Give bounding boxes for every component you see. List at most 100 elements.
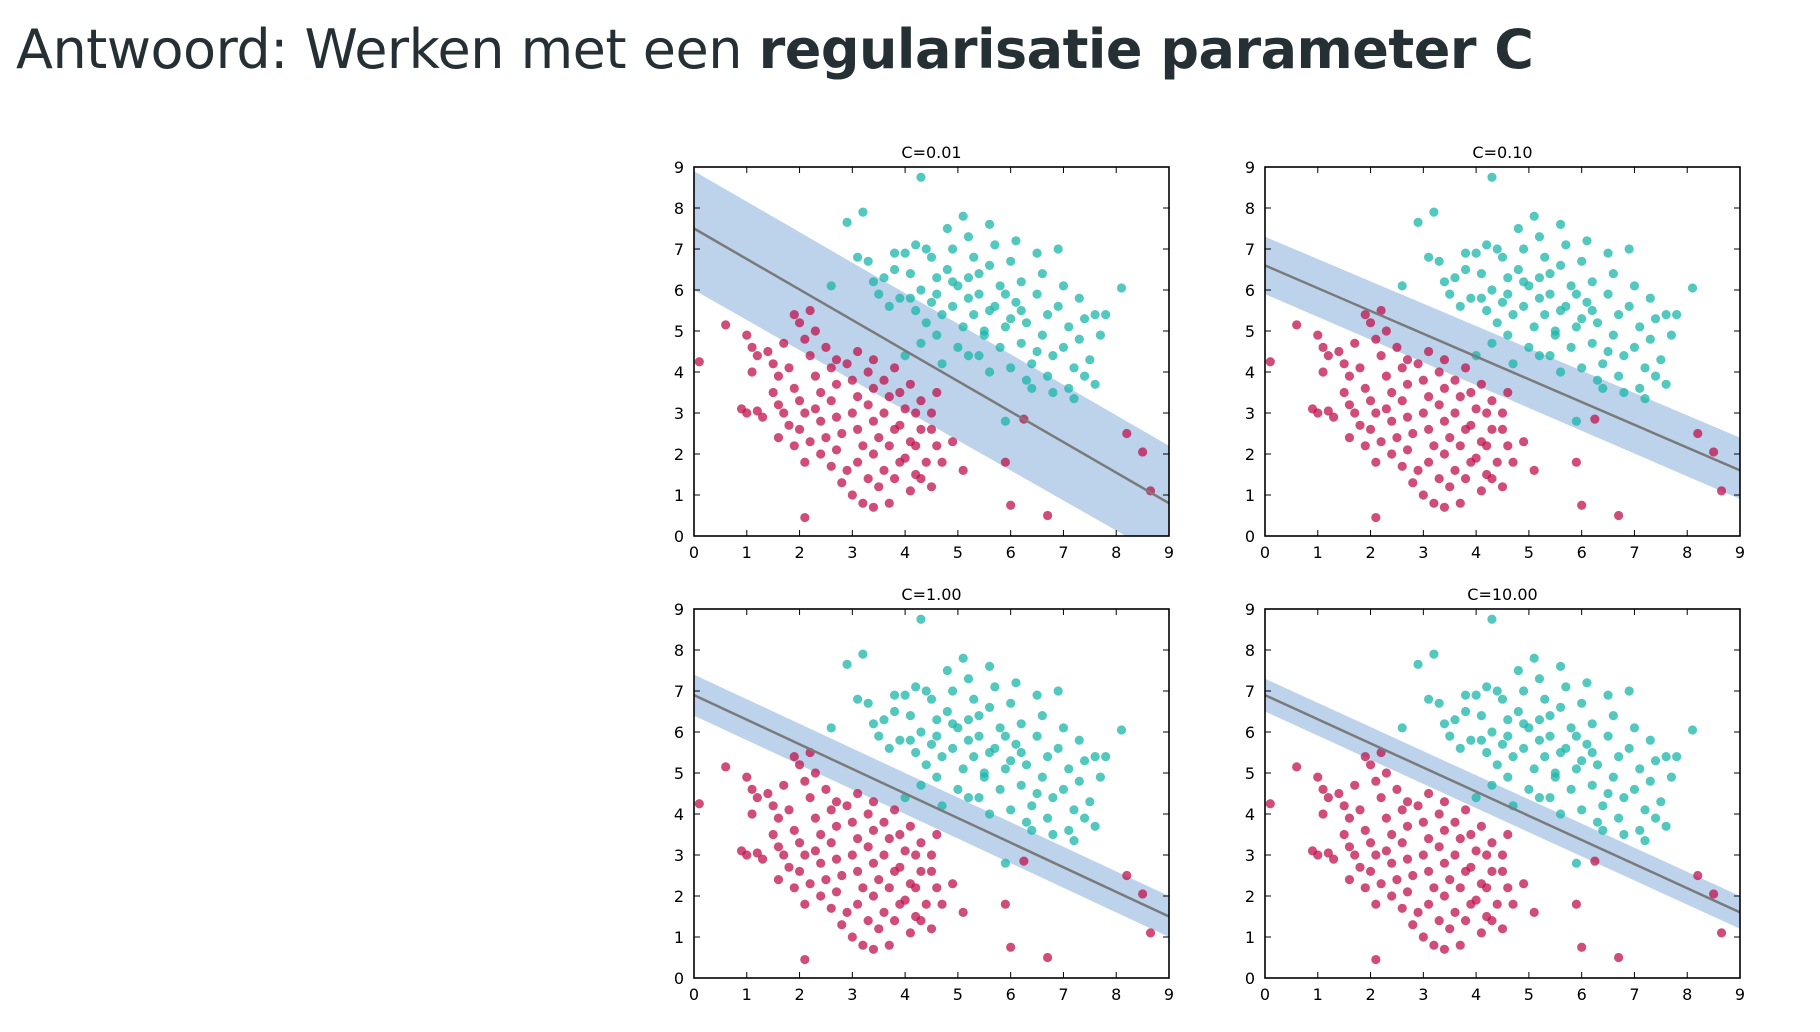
point-class-a [831,887,842,897]
point-class-a [1429,883,1439,893]
point-class-b [1048,387,1058,398]
point-class-a [1397,461,1407,471]
y-tick-label: 8 [1245,199,1255,218]
point-class-b [889,706,900,717]
point-class-a [837,428,847,439]
point-class-a [1339,829,1349,840]
point-class-a [779,780,789,790]
point-class-a [694,799,704,809]
point-class-b [958,653,968,663]
point-class-b [1661,752,1671,762]
point-class-a [1476,821,1486,831]
point-class-b [1492,760,1502,770]
plot-area [1265,172,1740,523]
point-class-a [1360,310,1370,320]
point-class-a [742,772,752,782]
point-class-a [1381,326,1391,336]
point-class-b [911,240,921,250]
point-class-a [1350,780,1360,790]
point-class-a [1503,829,1513,840]
x-tick-label: 1 [742,543,752,562]
point-class-a [1360,383,1370,393]
point-class-a [773,875,784,885]
point-class-b [1561,240,1571,250]
y-tick-label: 6 [1245,723,1255,742]
point-class-a [863,916,873,926]
point-class-b [969,310,979,320]
point-class-b [948,244,958,254]
point-class-a [1344,875,1355,885]
point-class-b [1592,318,1603,328]
point-class-a [1716,928,1727,938]
point-class-a [794,396,805,406]
point-class-a [1408,428,1418,439]
point-class-b [1048,829,1058,840]
point-class-a [863,400,873,410]
point-class-a [1339,359,1349,369]
point-class-a [921,457,931,467]
point-class-a [926,408,937,418]
point-class-a [1709,889,1719,899]
point-class-a [1503,883,1513,893]
point-class-b [1053,686,1063,696]
point-class-b [1021,817,1032,827]
point-class-a [1455,834,1465,844]
point-class-a [1292,762,1302,772]
point-class-a [1487,866,1497,877]
point-class-a [1397,903,1407,913]
point-class-a [868,416,879,426]
point-class-b [853,252,863,262]
point-class-a [826,903,836,913]
point-class-a [758,412,768,422]
point-class-b [1629,281,1640,291]
point-class-a [1402,445,1413,455]
point-class-b [1550,768,1560,778]
point-class-a [805,437,815,447]
point-class-a [1365,760,1376,770]
point-class-b [1624,743,1634,754]
point-class-a [868,355,879,365]
point-class-b [1540,252,1550,262]
point-class-b [963,351,974,361]
point-class-a [1466,862,1476,872]
point-class-a [853,834,863,844]
point-class-b [1534,715,1545,725]
point-class-a [831,379,842,389]
point-class-b [916,172,926,182]
point-class-a [747,809,757,819]
point-class-b [932,273,942,283]
point-class-a [742,330,752,340]
point-class-b [1629,342,1640,352]
y-tick-label: 2 [674,887,684,906]
x-tick-label: 2 [1365,985,1375,1004]
point-class-b [1650,813,1661,823]
point-class-a [868,797,879,807]
point-class-b [1582,678,1592,688]
x-tick-label: 4 [900,985,910,1004]
point-class-a [879,850,889,860]
point-class-a [1413,465,1423,475]
point-class-b [1476,711,1486,721]
point-class-b [911,682,921,692]
x-tick-label: 0 [1260,985,1270,1004]
point-class-b [1503,731,1513,741]
point-class-b [858,207,868,217]
point-class-a [858,498,868,508]
point-class-b [1011,236,1021,246]
point-class-b [1011,297,1021,307]
point-class-a [895,420,905,430]
point-class-b [1497,739,1508,749]
x-tick-label: 0 [689,985,699,1004]
point-class-a [1445,875,1455,885]
point-class-a [768,387,778,398]
x-tick-label: 6 [1577,985,1587,1004]
point-class-a [763,788,773,799]
point-class-b [1519,686,1529,696]
point-class-a [868,502,879,512]
point-class-b [1555,661,1566,672]
point-class-b [932,715,942,725]
point-class-b [895,735,905,745]
point-class-b [1550,326,1560,336]
point-class-b [1666,772,1676,782]
point-class-a [1376,437,1386,447]
